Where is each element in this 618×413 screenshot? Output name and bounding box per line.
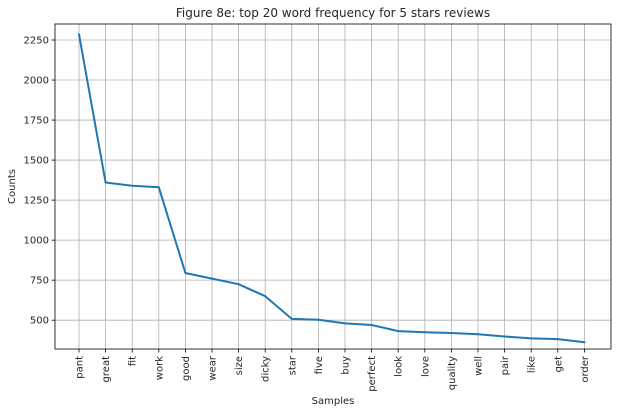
data-point-fit: [131, 184, 134, 187]
x-tick-label: order: [580, 355, 591, 383]
x-tick-label: perfect: [367, 356, 378, 392]
x-tick-label: like: [527, 356, 538, 373]
data-point-look: [397, 330, 400, 333]
data-point-get: [556, 338, 559, 341]
x-tick-label: dicky: [261, 356, 272, 382]
y-tick-label: 1000: [24, 236, 49, 247]
series-line: [78, 33, 586, 344]
x-tick-label: five: [314, 356, 325, 374]
data-point-love: [423, 331, 426, 334]
data-point-well: [477, 333, 479, 336]
y-axis-title: Counts: [7, 169, 18, 204]
series-layer: [78, 33, 586, 344]
data-point-great: [104, 181, 107, 184]
data-point-buy: [344, 322, 346, 325]
x-tick-label: well: [474, 356, 485, 376]
data-point-dicky: [264, 295, 267, 298]
y-tick-label: 750: [30, 276, 49, 287]
x-tick-label: pair: [500, 355, 511, 375]
data-point-quality: [450, 331, 453, 334]
chart-title: Figure 8e: top 20 word frequency for 5 s…: [176, 6, 490, 20]
data-point-order: [583, 341, 586, 344]
x-tick-label: star: [287, 355, 298, 375]
data-point-pant: [78, 33, 80, 36]
grid-layer: [55, 24, 611, 349]
data-point-work: [157, 186, 160, 189]
y-tick-label: 1500: [24, 156, 49, 167]
x-tick-label: good: [181, 356, 192, 381]
x-tick-label: pant: [75, 356, 86, 379]
x-tick-label: get: [553, 356, 564, 373]
y-tick-label: 2000: [24, 76, 49, 87]
data-point-pair: [503, 335, 506, 338]
data-point-like: [530, 337, 533, 340]
x-tick-label: wear: [208, 355, 219, 380]
x-tick-label: size: [234, 356, 245, 375]
y-tick-label: 2250: [24, 36, 49, 47]
x-tick-label: buy: [341, 356, 352, 375]
data-point-size: [237, 283, 240, 286]
x-axis-title: Samples: [312, 396, 355, 407]
x-tick-label: fit: [128, 356, 139, 366]
y-axis: 500 750 1000 1250 1500 1750 2000 2250: [24, 36, 55, 327]
data-point-good: [184, 271, 187, 274]
plot-frame: [54, 23, 612, 350]
data-point-five: [317, 318, 320, 321]
y-tick-label: 500: [30, 316, 49, 327]
x-tick-label: great: [101, 356, 112, 383]
y-tick-label: 1750: [24, 116, 49, 127]
data-point-wear: [211, 277, 213, 280]
x-tick-label: look: [394, 356, 405, 377]
data-point-perfect: [370, 323, 373, 326]
data-point-star: [290, 317, 293, 320]
x-tick-label: quality: [447, 356, 458, 390]
x-axis: pant great fit work good wear size dicky star fiv…: [75, 349, 591, 392]
y-tick-label: 1250: [24, 196, 49, 207]
x-tick-label: love: [420, 356, 431, 377]
x-tick-label: work: [154, 356, 165, 380]
